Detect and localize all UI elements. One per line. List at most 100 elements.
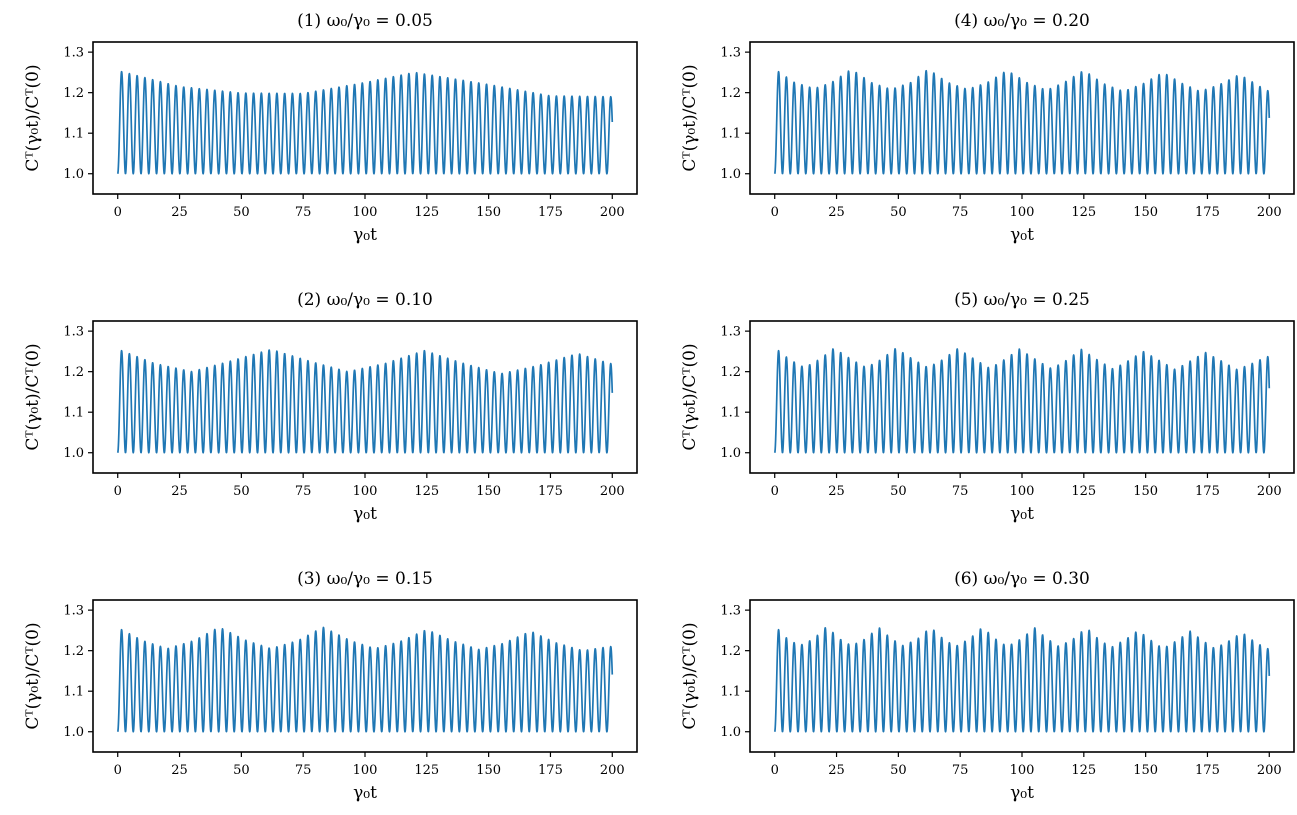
y-tick-label: 1.3 <box>720 325 741 340</box>
x-tick-label: 25 <box>171 763 188 778</box>
y-tick-label: 1.3 <box>720 46 741 61</box>
y-tick-label: 1.2 <box>63 86 84 101</box>
chart-title: (1) ω₀/γ₀ = 0.05 <box>297 11 433 31</box>
y-tick-label: 1.0 <box>63 446 84 461</box>
y-tick-label: 1.2 <box>720 644 741 659</box>
x-tick-label: 75 <box>295 763 312 778</box>
x-tick-label: 125 <box>1071 763 1096 778</box>
x-tick-label: 175 <box>1195 484 1220 499</box>
x-axis-label: γ₀t <box>353 225 377 245</box>
x-tick-label: 25 <box>828 205 845 220</box>
x-tick-label: 175 <box>1195 205 1220 220</box>
y-tick-label: 1.2 <box>63 365 84 380</box>
x-tick-label: 200 <box>600 484 625 499</box>
y-tick-label: 1.0 <box>720 725 741 740</box>
x-tick-label: 50 <box>890 205 907 220</box>
y-tick-label: 1.0 <box>720 167 741 182</box>
x-axis-label: γ₀t <box>353 504 377 524</box>
chart-panel-5: 0 25 50 75 100 125 150 175 200 1.0 1.1 1.2 1.3 (5) ω₀… <box>680 290 1295 524</box>
x-tick-label: 200 <box>1257 484 1282 499</box>
x-tick-label: 50 <box>233 205 250 220</box>
x-tick-label: 200 <box>600 763 625 778</box>
x-tick-label: 150 <box>1133 763 1158 778</box>
x-axis-label: γ₀t <box>1010 225 1034 245</box>
x-tick-label: 175 <box>538 205 563 220</box>
x-tick-label: 150 <box>1133 205 1158 220</box>
x-tick-label: 0 <box>771 484 779 499</box>
x-tick-label: 75 <box>295 205 312 220</box>
y-tick-label: 1.0 <box>63 725 84 740</box>
series-line <box>773 348 1271 454</box>
y-tick-label: 1.3 <box>63 325 84 340</box>
y-tick-label: 1.1 <box>63 685 84 700</box>
x-tick-label: 200 <box>1257 205 1282 220</box>
x-tick-label: 75 <box>952 763 969 778</box>
x-tick-label: 0 <box>771 205 779 220</box>
x-tick-label: 175 <box>1195 763 1220 778</box>
y-tick-label: 1.3 <box>63 46 84 61</box>
x-tick-label: 125 <box>1071 205 1096 220</box>
y-axis-label: Cᵀ(γ₀t)/Cᵀ(0) <box>680 64 700 171</box>
y-axis-label: Cᵀ(γ₀t)/Cᵀ(0) <box>680 622 700 729</box>
y-tick-label: 1.0 <box>720 446 741 461</box>
y-tick-label: 1.2 <box>720 86 741 101</box>
x-tick-label: 25 <box>171 205 188 220</box>
x-tick-label: 150 <box>1133 484 1158 499</box>
chart-panel-2: 0 25 50 75 100 125 150 175 200 1.0 1.1 1.2 1.3 (2) ω₀… <box>23 290 638 524</box>
series-line <box>773 627 1271 733</box>
x-tick-label: 175 <box>538 484 563 499</box>
x-tick-label: 100 <box>353 205 378 220</box>
x-tick-label: 75 <box>952 484 969 499</box>
chart-panel-1: 0 25 50 75 100 125 150 175 200 1.0 1.1 1.2 1.3 (1) ω₀… <box>23 11 638 245</box>
y-axis-label: Cᵀ(γ₀t)/Cᵀ(0) <box>680 343 700 450</box>
chart-panel-4: 0 25 50 75 100 125 150 175 200 1.0 1.1 1.2 1.3 (4) ω₀… <box>680 11 1295 245</box>
y-axis-label: Cᵀ(γ₀t)/Cᵀ(0) <box>23 622 43 729</box>
y-tick-label: 1.1 <box>63 127 84 142</box>
x-tick-label: 25 <box>828 763 845 778</box>
x-tick-label: 150 <box>476 484 501 499</box>
y-tick-label: 1.3 <box>63 604 84 619</box>
chart-panel-6: 0 25 50 75 100 125 150 175 200 1.0 1.1 1.2 1.3 (6) ω₀… <box>680 569 1295 803</box>
x-tick-label: 75 <box>952 205 969 220</box>
y-tick-label: 1.2 <box>63 644 84 659</box>
x-tick-label: 100 <box>1010 763 1035 778</box>
x-tick-label: 175 <box>538 763 563 778</box>
x-tick-label: 125 <box>414 205 439 220</box>
x-tick-label: 25 <box>171 484 188 499</box>
x-axis-label: γ₀t <box>1010 783 1034 803</box>
x-tick-label: 200 <box>600 205 625 220</box>
x-tick-label: 125 <box>1071 484 1096 499</box>
x-tick-label: 50 <box>890 763 907 778</box>
x-tick-label: 50 <box>890 484 907 499</box>
x-tick-label: 100 <box>1010 205 1035 220</box>
y-tick-label: 1.3 <box>720 604 741 619</box>
chart-title: (6) ω₀/γ₀ = 0.30 <box>954 569 1090 589</box>
y-axis-label: Cᵀ(γ₀t)/Cᵀ(0) <box>23 64 43 171</box>
x-tick-label: 50 <box>233 484 250 499</box>
x-axis-label: γ₀t <box>353 783 377 803</box>
x-tick-label: 100 <box>353 763 378 778</box>
series-line <box>116 626 614 733</box>
series-line <box>116 70 614 175</box>
chart-title: (5) ω₀/γ₀ = 0.25 <box>954 290 1090 310</box>
y-tick-label: 1.2 <box>720 365 741 380</box>
x-tick-label: 0 <box>114 205 122 220</box>
x-tick-label: 150 <box>476 205 501 220</box>
x-tick-label: 200 <box>1257 763 1282 778</box>
y-tick-label: 1.1 <box>720 127 741 142</box>
y-tick-label: 1.0 <box>63 167 84 182</box>
chart-title: (3) ω₀/γ₀ = 0.15 <box>297 569 433 589</box>
chart-title: (4) ω₀/γ₀ = 0.20 <box>954 11 1090 31</box>
chart-panel-3: 0 25 50 75 100 125 150 175 200 1.0 1.1 1.2 1.3 (3) ω₀… <box>23 569 638 803</box>
y-tick-label: 1.1 <box>720 685 741 700</box>
series-line <box>116 349 614 454</box>
x-tick-label: 0 <box>114 763 122 778</box>
x-tick-label: 125 <box>414 484 439 499</box>
chart-title: (2) ω₀/γ₀ = 0.10 <box>297 290 433 310</box>
x-tick-label: 125 <box>414 763 439 778</box>
x-tick-label: 150 <box>476 763 501 778</box>
y-axis-label: Cᵀ(γ₀t)/Cᵀ(0) <box>23 343 43 450</box>
x-tick-label: 0 <box>114 484 122 499</box>
x-tick-label: 100 <box>1010 484 1035 499</box>
